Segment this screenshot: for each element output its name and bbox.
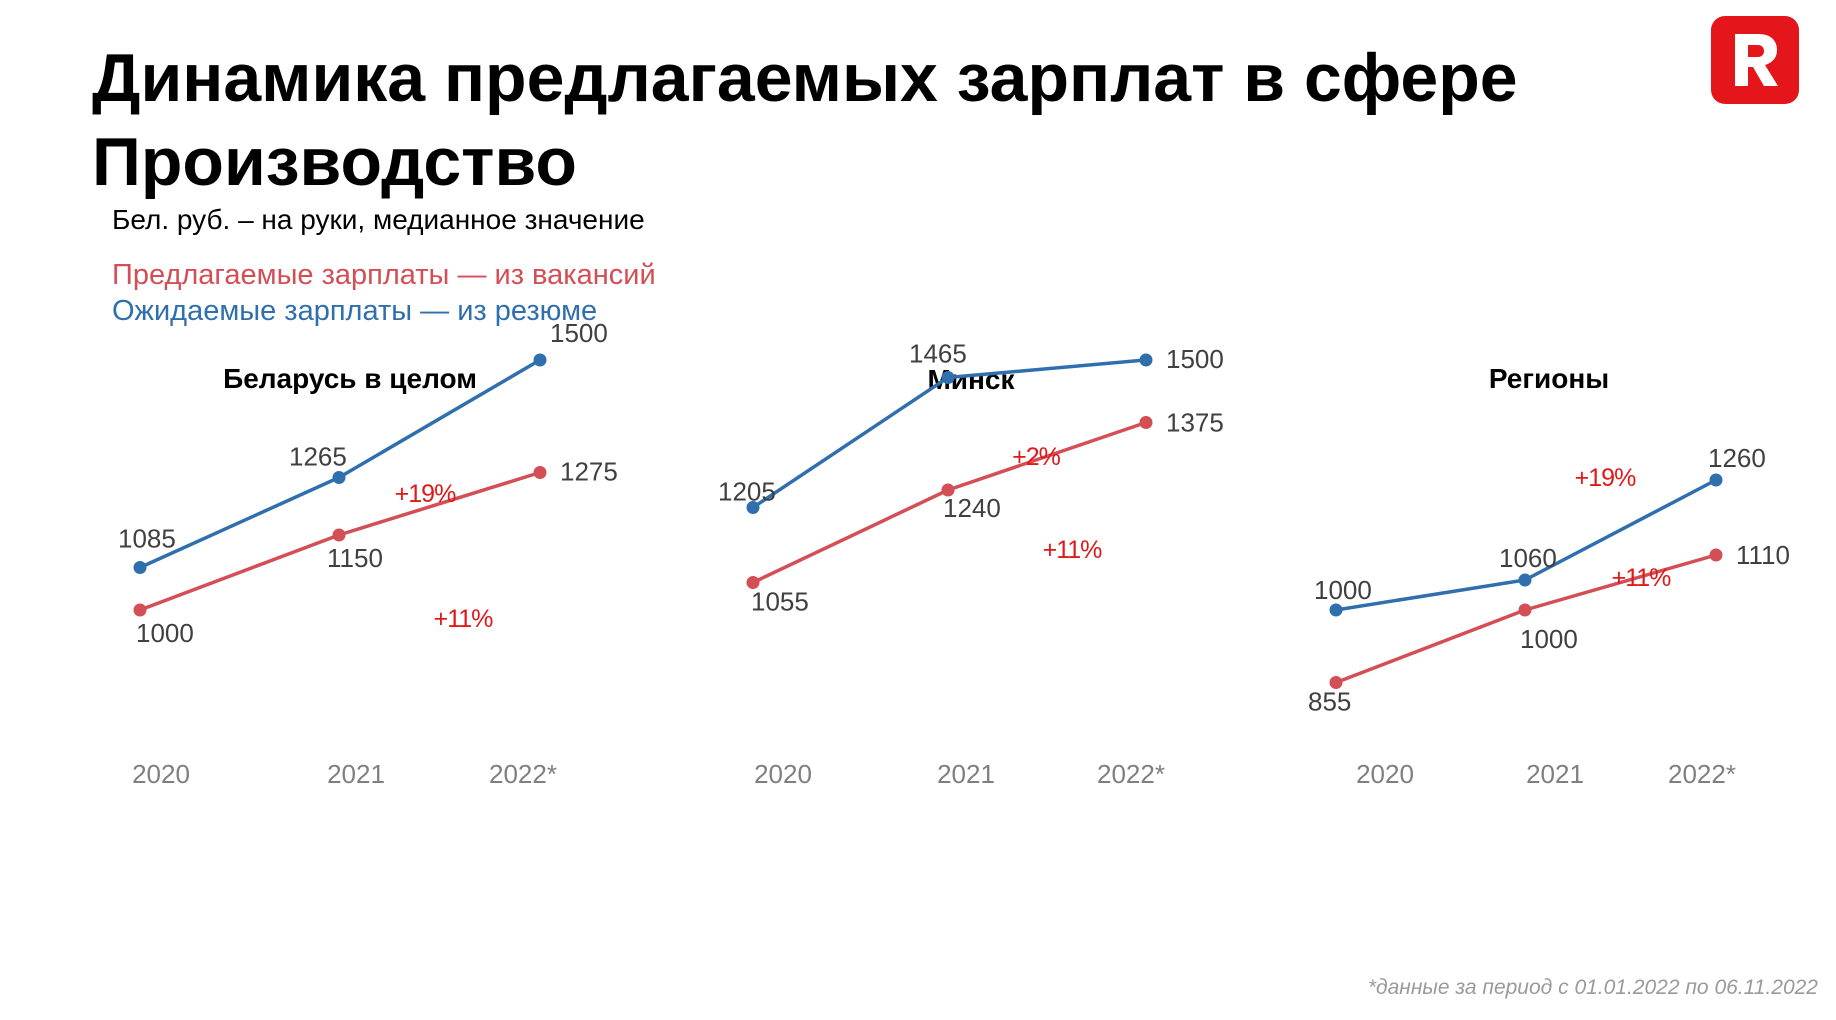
data-point-expected	[533, 353, 547, 367]
data-label-expected: 1260	[1708, 443, 1766, 473]
footnote: *данные за период с 01.01.2022 по 06.11.…	[1367, 976, 1818, 999]
data-label-expected: 1500	[550, 318, 608, 348]
data-label-expected: 1265	[289, 442, 347, 472]
data-point-expected	[941, 371, 955, 384]
data-point-expected	[746, 501, 760, 514]
rabota-logo-icon	[1711, 16, 1799, 104]
data-point-expected	[133, 561, 147, 574]
data-point-offered	[1518, 603, 1532, 617]
x-tick-label: 2020	[754, 759, 812, 789]
units-subtitle: Бел. руб. – на руки, медианное значение	[112, 204, 645, 235]
data-label-offered: 1000	[1520, 624, 1578, 654]
data-label-offered: 1275	[560, 457, 618, 487]
legend-expected-salaries: Ожидаемые зарплаты — из резюме	[112, 295, 598, 327]
x-tick-label: 2020	[132, 759, 190, 789]
logo-letter-r	[1735, 34, 1778, 86]
growth-label-offered: +11%	[434, 605, 494, 633]
data-label-offered: 855	[1308, 687, 1351, 717]
panel-title: Беларусь в целом	[223, 363, 477, 394]
data-point-offered	[1329, 676, 1343, 689]
x-tick-label: 2022*	[1668, 759, 1736, 789]
legend-offered-salaries: Предлагаемые зарплаты — из вакансий	[112, 259, 656, 291]
data-point-expected	[1709, 473, 1723, 487]
data-point-offered	[1709, 548, 1723, 562]
data-label-offered: 1240	[943, 493, 1001, 523]
growth-label-offered: +11%	[1612, 564, 1672, 592]
data-point-expected	[332, 471, 346, 484]
growth-label-offered: +11%	[1043, 536, 1103, 564]
data-label-offered: 1055	[751, 587, 809, 617]
data-label-expected: 1060	[1499, 543, 1557, 573]
data-point-expected	[1329, 603, 1343, 617]
data-point-expected	[1518, 573, 1532, 587]
x-tick-label: 2022*	[1097, 759, 1165, 789]
data-label-expected: 1500	[1166, 344, 1224, 374]
x-tick-label: 2021	[937, 759, 995, 789]
data-label-expected: 1085	[118, 524, 176, 554]
growth-label-expected: +19%	[1575, 464, 1636, 492]
growth-label-expected: +2%	[1012, 443, 1061, 471]
data-point-offered	[133, 603, 147, 617]
data-point-offered	[746, 576, 760, 589]
data-point-offered	[1139, 416, 1153, 429]
data-label-offered: 1375	[1166, 408, 1224, 438]
page-title: Динамика предлагаемых зарплат в сфере Пр…	[92, 40, 1518, 200]
data-label-offered: 1110	[1736, 540, 1790, 570]
data-point-offered	[941, 483, 955, 497]
x-tick-label: 2020	[1356, 759, 1414, 789]
data-label-expected: 1000	[1314, 575, 1372, 605]
panel-title: Минск	[927, 364, 1015, 395]
panel-title: Регионы	[1489, 363, 1609, 394]
data-label-expected: 1465	[909, 339, 967, 369]
data-point-offered	[332, 528, 346, 542]
growth-label-expected: +19%	[395, 480, 456, 508]
x-tick-label: 2021	[1526, 759, 1584, 789]
x-tick-label: 2021	[327, 759, 385, 789]
data-label-offered: 1000	[136, 618, 194, 648]
x-tick-label: 2022*	[489, 759, 557, 789]
data-label-expected: 1205	[718, 477, 776, 507]
data-point-expected	[1139, 353, 1153, 367]
data-label-offered: 1150	[327, 543, 383, 573]
data-point-offered	[533, 466, 547, 479]
